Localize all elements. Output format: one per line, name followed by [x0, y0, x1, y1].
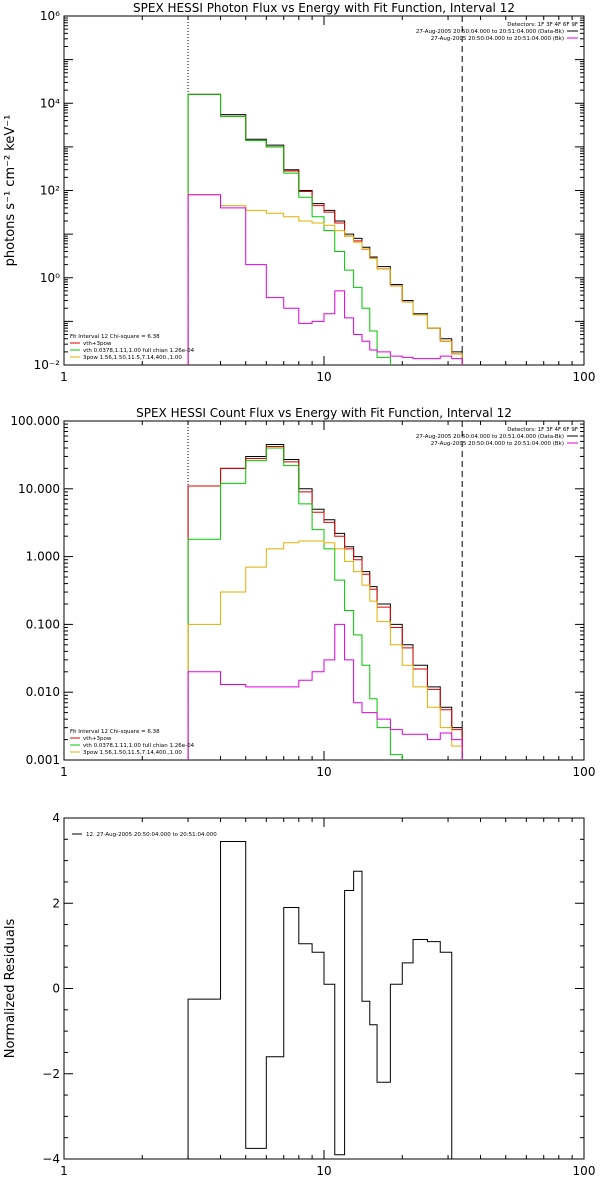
y-tick-label: 10⁰ [40, 271, 60, 285]
series-group [187, 444, 463, 760]
chart-panel-2: SPEX HESSI Count Flux vs Energy with Fit… [10, 406, 595, 779]
series-group [187, 93, 463, 365]
series-line-4 [187, 540, 463, 760]
legend-entry: Detectors: 1F 3F 4F 6F 9F [507, 22, 578, 28]
chart-panel-3: Normalized Residuals 1 10 100 −4 −2 0 2 4 12. 27-… [3, 811, 595, 1178]
series-line-4 [187, 194, 463, 365]
y-tick-label: 0 [52, 982, 60, 996]
series-line-3 [187, 93, 391, 365]
legend-entry: 27-Aug-2005 20:50:04.000 to 20:51:04.000… [416, 434, 564, 440]
legend-entry: vth 0.0378,1.11,1.00 full chian 1.26e-04 [83, 743, 195, 749]
y-tick-label: 0.001 [26, 753, 60, 767]
legend-entry: Detectors: 1F 3F 4F 6F 9F [507, 427, 578, 433]
y-axis-label: photons s⁻¹ cm⁻² keV⁻¹ [3, 115, 18, 267]
chart-title: SPEX HESSI Count Flux vs Energy with Fit… [136, 406, 512, 420]
legend-entry: Fit Interval 12 Chi-square = 6.38 [70, 334, 160, 340]
legend-entry: 12. 27-Aug-2005 20:50:04.000 to 20:51:04… [86, 832, 217, 838]
x-tick-label: 1 [60, 370, 68, 384]
y-tick-label: 1.000 [26, 550, 60, 564]
legend-entry: 3pow 1.56,1.50,11.5,7.14,400.,1.00 [83, 355, 182, 361]
legend-entry: 3pow 1.56,1.50,11.5,7.14,400.,1.00 [83, 750, 182, 756]
y-tick-label: −4 [42, 1152, 60, 1166]
legend-entry: vth+3pow [83, 736, 112, 742]
series-line-5 [187, 194, 463, 365]
series-line-1 [187, 840, 453, 1159]
y-tick-label: 10⁶ [40, 9, 60, 23]
x-tick-label: 100 [573, 370, 596, 384]
y-tick-label: 4 [52, 811, 60, 825]
y-axis-label: Normalized Residuals [3, 919, 18, 1059]
legend-entry: 27-Aug-2005 20:50:04.000 to 20:51:04.000… [416, 29, 564, 35]
x-tick-label: 1 [60, 1164, 68, 1178]
legend-entry: 27-Aug-2005 20:50:04.000 to 20:51:04.000… [431, 36, 564, 42]
y-tick-label: 10⁻² [34, 358, 61, 372]
x-tick-label: 10 [316, 370, 331, 384]
y-tick-label: 10.000 [18, 482, 60, 496]
series-line-3 [187, 447, 403, 760]
y-tick-label: 0.100 [26, 617, 60, 631]
legend-entry: 27-Aug-2005 20:50:04.000 to 20:51:04.000… [431, 441, 564, 447]
x-tick-label: 100 [573, 1164, 596, 1178]
x-tick-label: 10 [316, 1164, 331, 1178]
plot-frame [63, 420, 585, 761]
legend-entry: Fit Interval 12 Chi-square = 6.38 [70, 729, 160, 735]
y-tick-label: 10⁴ [40, 96, 60, 110]
series-line-1 [187, 444, 463, 760]
y-tick-label: 10² [40, 184, 60, 198]
y-tick-label: 0.010 [26, 685, 60, 699]
series-line-5 [187, 623, 463, 760]
series-group [187, 840, 453, 1159]
x-tick-label: 1 [60, 765, 68, 779]
series-line-2 [187, 446, 463, 760]
x-tick-label: 10 [316, 765, 331, 779]
plot-frame [63, 15, 585, 366]
chart-title: SPEX HESSI Photon Flux vs Energy with Fi… [133, 1, 515, 15]
x-tick-label: 100 [573, 765, 596, 779]
y-tick-label: 100.000 [10, 414, 60, 428]
plot-frame [63, 817, 585, 1160]
y-tick-label: 2 [52, 896, 60, 910]
chart-panel-1: SPEX HESSI Photon Flux vs Energy with Fi… [3, 1, 595, 384]
y-tick-label: −2 [42, 1067, 60, 1081]
legend-entry: vth+3pow [83, 341, 112, 347]
legend-entry: vth 0.0378,1.11,1.00 full chian 1.26e-04 [83, 348, 195, 354]
